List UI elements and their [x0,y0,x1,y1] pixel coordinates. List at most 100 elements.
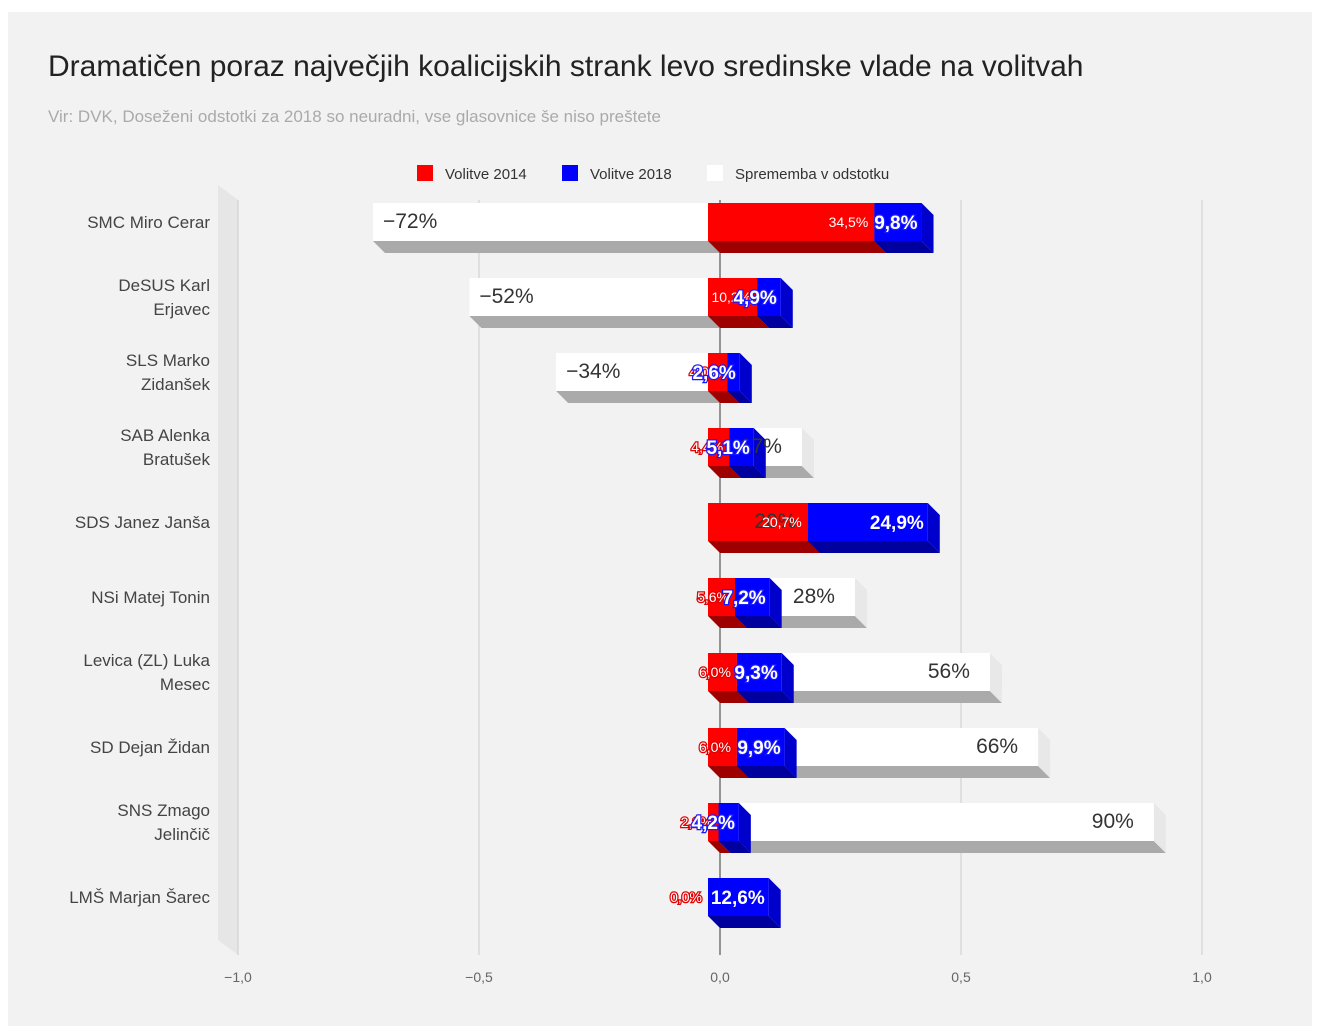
bar-face [708,878,769,916]
bar-face [729,428,754,466]
bar-end [781,653,794,703]
category-row: 90% 2,2%4,2% [679,803,1166,853]
bar-side [720,841,1166,853]
value-label-2018: 9,9% [737,738,780,759]
category-row: 28% 5,6%7,2% [696,578,867,628]
value-label-2018: 9,8% [874,213,917,234]
change-label: 20% [754,510,796,533]
change-bar [372,203,732,253]
category-label: DeSUS Karl [118,276,210,295]
category-label: Erjavec [153,300,210,319]
bar-face [469,278,720,316]
category-label: Zidanšek [141,375,210,394]
category-label: SMC Miro Cerar [87,213,210,232]
bar-face [727,353,740,391]
change-label: −72% [383,210,437,233]
category-label: Levica (ZL) Luka [83,651,210,670]
bar-2018 [727,353,752,403]
chart-wall [218,185,238,955]
bar-face [708,653,737,691]
category-label: SLS Marko [126,351,210,370]
bar-face [720,803,1154,841]
bar-side [720,766,1051,778]
bar-face [708,578,735,616]
category-row: −34% 4,0%2,6% [556,353,752,403]
bar-side [734,616,782,628]
bar-face [736,653,782,691]
bar-side [708,766,749,778]
category-row: −52% 10,2%4,9% [469,278,793,328]
change-label: −34% [566,360,620,383]
value-label-2014: 4,4% [691,439,723,455]
value-label-2018: 2,6% [692,363,735,384]
category-label: SDS Janez Janša [75,513,211,532]
legend-item: Sprememba v odstotku [707,165,889,183]
bar-end [738,803,751,853]
change-label: 66% [976,735,1018,758]
value-label-2014: 6,0% [699,664,731,680]
bar-side [708,691,749,703]
value-label-2014: 10,2% [711,289,751,305]
change-label: −52% [479,285,533,308]
bar-end [768,878,781,928]
value-label-2018: 24,9% [870,513,924,534]
x-tick-label: 0,0 [710,969,730,985]
value-label-2014: 34,5% [829,214,869,230]
category-label: SNS Zmago [117,801,210,820]
x-tick-label: 0,5 [951,969,971,985]
bar-2018 [807,503,940,553]
x-tick-label: −0,5 [465,969,493,985]
category-label: LMŠ Marjan Šarec [69,888,210,907]
bar-end [1153,803,1166,853]
chart-subtitle: Vir: DVK, Doseženi odstotki za 2018 so n… [48,107,661,126]
change-label: 17% [740,435,782,458]
bar-face [556,353,720,391]
legend-swatch [417,165,433,181]
bar-2018 [874,203,934,253]
bar-end [753,428,766,478]
bar-side [708,541,820,553]
x-tick-label: 1,0 [1192,969,1212,985]
change-bar [469,278,732,328]
legend-label: Volitve 2018 [590,166,672,183]
bar-side [727,391,752,403]
value-label-2014: 4,0% [689,364,721,380]
bar-end [921,203,934,253]
bar-end [989,653,1002,703]
bar-2018 [718,803,751,853]
change-bar [720,803,1166,853]
legend-swatch [707,165,723,181]
value-label-2014: 6,0% [699,739,731,755]
bar-end [784,728,797,778]
change-label: 56% [928,660,970,683]
value-label-2018: 12,6% [711,888,765,909]
bar-end [927,503,940,553]
legend-label: Sprememba v odstotku [735,166,889,183]
bar-face [734,578,770,616]
chart-title: Dramatičen poraz največjih koalicijskih … [48,50,1084,83]
category-row: −72% 34,5% 9,8% [372,203,934,253]
bar-side [736,766,797,778]
value-label-2018: 4,2% [692,813,735,834]
bar-side [708,841,731,853]
bar-face [708,278,758,316]
bar-face [708,203,875,241]
category-label: Mesec [160,675,211,694]
bar-face [708,728,737,766]
bar-end [1038,728,1051,778]
bar-side [729,466,766,478]
bar-face [372,203,720,241]
legend: Volitve 2014 Volitve 2018 Sprememba v odst… [417,165,889,183]
value-label-2014: 5,6% [697,589,729,605]
bar-face [807,503,928,541]
bar-face [874,203,922,241]
bar-side [708,616,747,628]
bar-side [708,316,770,328]
bar-side [718,841,751,853]
bar-face [708,353,728,391]
bar-side [874,241,934,253]
change-label: 28% [793,585,835,608]
value-label-2014: 2,2% [681,814,713,830]
bar-2014 [708,503,820,553]
bar-2018 [708,878,781,928]
